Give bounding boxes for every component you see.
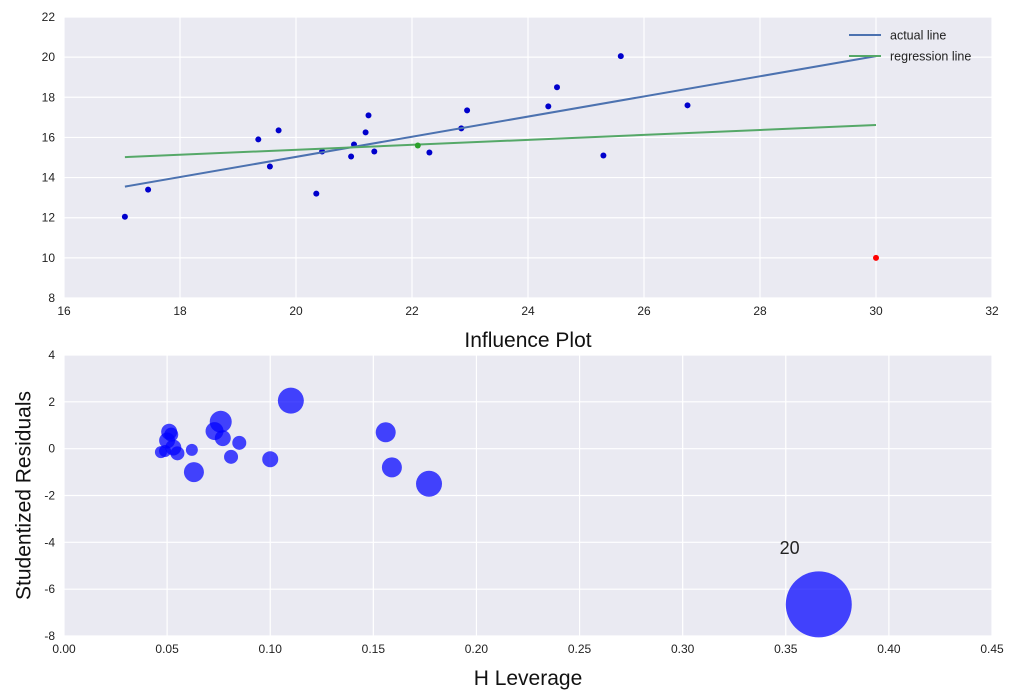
data-point xyxy=(545,103,552,110)
mean-point xyxy=(414,142,421,149)
data-point xyxy=(266,163,273,170)
x-axis-title: Influence Plot xyxy=(464,329,591,352)
legend-label: actual line xyxy=(890,29,946,43)
data-point xyxy=(600,152,607,159)
x-tick-label: 0.40 xyxy=(877,642,901,656)
x-tick-label: 16 xyxy=(57,304,71,318)
x-tick-label: 0.05 xyxy=(155,642,179,656)
y-tick-label: 22 xyxy=(42,10,56,24)
leverage-bubble xyxy=(224,449,239,464)
y-axis-title: Studentized Residuals xyxy=(13,391,36,600)
x-tick-label: 18 xyxy=(173,304,187,318)
leverage-bubble xyxy=(185,443,198,456)
leverage-bubble xyxy=(262,451,279,468)
y-tick-label: 14 xyxy=(42,171,56,185)
leverage-bubble xyxy=(214,430,231,447)
data-point xyxy=(684,102,691,109)
y-tick-label: 0 xyxy=(48,442,55,456)
data-point xyxy=(121,213,128,220)
data-point xyxy=(145,186,152,193)
actual-line xyxy=(124,55,877,188)
y-tick-label: -2 xyxy=(44,489,55,503)
x-tick-label: 26 xyxy=(637,304,651,318)
x-tick-label: 0.30 xyxy=(671,642,695,656)
leverage-bubble xyxy=(416,470,443,497)
data-point xyxy=(362,129,369,136)
regression-line xyxy=(124,123,877,159)
leverage-bubble xyxy=(277,387,304,414)
x-tick-label: 0.25 xyxy=(568,642,592,656)
x-tick-label: 0.10 xyxy=(259,642,283,656)
x-tick-label: 22 xyxy=(405,304,419,318)
y-tick-label: -4 xyxy=(44,535,55,549)
leverage-bubble xyxy=(170,446,185,461)
y-tick-label: 2 xyxy=(48,395,55,409)
y-tick-label: 10 xyxy=(42,251,56,265)
y-tick-label: -8 xyxy=(44,629,55,643)
y-tick-label: 8 xyxy=(48,291,55,305)
y-tick-label: 4 xyxy=(48,348,55,362)
x-tick-label: 0.20 xyxy=(465,642,489,656)
leverage-bubble xyxy=(209,410,232,433)
y-tick-label: 20 xyxy=(42,50,56,64)
data-point xyxy=(365,112,372,119)
x-tick-label: 0.00 xyxy=(52,642,76,656)
leverage-bubble xyxy=(164,427,179,442)
x-tick-label: 20 xyxy=(289,304,303,318)
data-point xyxy=(313,190,320,197)
leverage-bubble xyxy=(183,462,204,483)
x-tick-label: 0.15 xyxy=(362,642,386,656)
x-tick-label: 0.45 xyxy=(980,642,1004,656)
data-point xyxy=(426,149,433,156)
legend-label: regression line xyxy=(890,50,971,64)
y-tick-label: 12 xyxy=(42,211,56,225)
x-axis-title: H Leverage xyxy=(474,667,583,690)
data-point xyxy=(617,53,624,60)
data-point xyxy=(275,127,282,134)
x-tick-label: 28 xyxy=(753,304,767,318)
data-point xyxy=(371,148,378,155)
x-tick-label: 32 xyxy=(985,304,999,318)
data-point xyxy=(554,84,560,91)
legend: actual line regression line xyxy=(849,29,971,64)
data-point xyxy=(464,107,471,114)
data-point xyxy=(255,136,262,143)
x-tick-label: 30 xyxy=(869,304,883,318)
y-tick-label: 16 xyxy=(42,130,56,144)
outlier-point xyxy=(873,254,879,261)
leverage-bubble xyxy=(785,571,852,638)
leverage-bubble xyxy=(381,457,402,478)
x-tick-label: 24 xyxy=(521,304,535,318)
leverage-bubble xyxy=(232,435,247,450)
y-tick-label: 18 xyxy=(42,90,56,104)
x-tick-label: 0.35 xyxy=(774,642,798,656)
y-tick-label: -6 xyxy=(44,582,55,596)
outlier-annotation: 20 xyxy=(780,538,800,558)
leverage-residual-panel: 0.00 0.05 0.10 0.15 0.20 0.25 0.30 0.35 0.40 0.45… xyxy=(13,348,1004,690)
influence-data-panel: 16 18 20 22 24 26 28 30 32 8 10 12 14 16 18 20 22 Influen… xyxy=(42,10,999,352)
data-point xyxy=(348,153,355,160)
leverage-bubble xyxy=(375,422,396,443)
